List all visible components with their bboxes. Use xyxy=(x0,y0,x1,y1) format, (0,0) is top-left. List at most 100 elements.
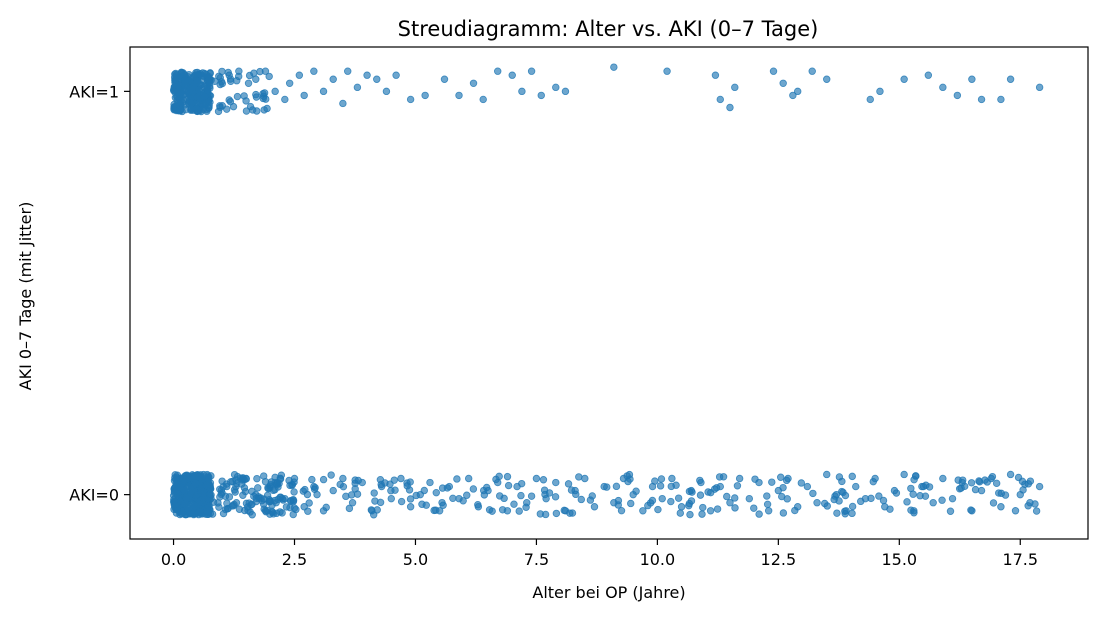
data-point xyxy=(271,87,279,96)
data-point xyxy=(541,510,550,519)
data-point xyxy=(180,477,188,485)
data-point xyxy=(292,505,300,514)
data-point xyxy=(336,480,344,489)
data-point xyxy=(610,63,618,71)
data-point xyxy=(667,497,675,506)
data-point xyxy=(218,67,226,76)
data-point xyxy=(644,501,652,510)
x-tick-label: 5.0 xyxy=(403,550,428,569)
data-point xyxy=(716,482,724,491)
data-point xyxy=(1026,499,1034,507)
data-point xyxy=(223,499,231,508)
data-point xyxy=(371,497,379,505)
data-point xyxy=(201,91,209,100)
data-point xyxy=(170,487,179,495)
data-point xyxy=(848,472,856,481)
data-point xyxy=(648,496,657,505)
data-point xyxy=(500,494,508,503)
data-point xyxy=(172,69,180,78)
data-point xyxy=(233,77,241,85)
data-point xyxy=(938,496,946,504)
data-point xyxy=(176,106,185,114)
data-point xyxy=(764,507,773,515)
data-point xyxy=(254,484,262,492)
data-point xyxy=(723,492,731,501)
data-point xyxy=(523,499,531,507)
data-point xyxy=(910,475,918,484)
data-point xyxy=(242,474,250,483)
data-point xyxy=(269,486,278,495)
data-point xyxy=(1021,480,1029,488)
data-point xyxy=(240,92,248,100)
data-point xyxy=(319,87,328,96)
x-tick-label: 12.5 xyxy=(761,550,797,569)
data-point xyxy=(716,95,724,104)
data-point xyxy=(909,490,917,498)
data-point xyxy=(218,79,227,88)
data-point xyxy=(190,504,198,512)
data-point xyxy=(373,75,381,83)
data-point xyxy=(263,104,271,113)
data-point xyxy=(774,486,783,495)
data-point xyxy=(290,474,299,483)
data-point xyxy=(809,489,817,498)
data-point xyxy=(967,479,976,487)
data-point xyxy=(406,503,415,511)
data-point xyxy=(353,83,362,92)
data-point xyxy=(382,87,391,96)
data-point xyxy=(617,506,626,515)
data-point xyxy=(977,95,986,104)
data-point xyxy=(464,474,473,483)
data-point xyxy=(696,491,705,499)
data-point xyxy=(629,490,637,499)
data-point xyxy=(881,503,889,511)
y-axis-label: AKI 0–7 Tage (mit Jitter) xyxy=(16,202,35,391)
data-point xyxy=(726,499,734,507)
data-point xyxy=(252,75,260,83)
data-point xyxy=(561,87,570,96)
data-point xyxy=(515,507,523,515)
data-point xyxy=(426,478,434,487)
data-point xyxy=(225,71,233,79)
data-point xyxy=(866,95,874,104)
data-point xyxy=(319,475,328,484)
data-point xyxy=(455,91,463,100)
data-point xyxy=(432,488,440,497)
data-point xyxy=(958,478,966,487)
data-point xyxy=(518,87,526,96)
data-point xyxy=(469,485,478,493)
data-point xyxy=(193,68,202,77)
data-point xyxy=(342,492,350,501)
data-point xyxy=(170,498,178,506)
data-point xyxy=(484,486,492,495)
data-point xyxy=(469,79,478,87)
data-point xyxy=(405,486,414,494)
data-point xyxy=(875,492,883,500)
data-point xyxy=(852,482,860,491)
data-point xyxy=(239,491,247,499)
data-point xyxy=(416,490,424,499)
data-point xyxy=(1011,507,1020,515)
data-point xyxy=(232,499,241,507)
data-point xyxy=(370,489,378,497)
data-point xyxy=(455,494,463,503)
data-point xyxy=(871,474,879,483)
data-point xyxy=(813,499,821,507)
data-point xyxy=(995,489,1003,497)
data-point xyxy=(368,507,376,515)
data-point xyxy=(282,503,291,511)
data-point xyxy=(627,499,635,508)
data-point xyxy=(916,492,924,500)
data-point xyxy=(1032,507,1041,515)
data-point xyxy=(387,494,395,503)
data-points xyxy=(169,63,1044,519)
data-point xyxy=(577,495,585,504)
data-point xyxy=(203,107,211,115)
data-point xyxy=(406,478,414,486)
data-point xyxy=(252,93,261,101)
data-point xyxy=(195,86,203,94)
data-point xyxy=(832,490,841,499)
data-point xyxy=(253,474,261,483)
data-point xyxy=(552,509,561,518)
data-point xyxy=(261,507,270,515)
